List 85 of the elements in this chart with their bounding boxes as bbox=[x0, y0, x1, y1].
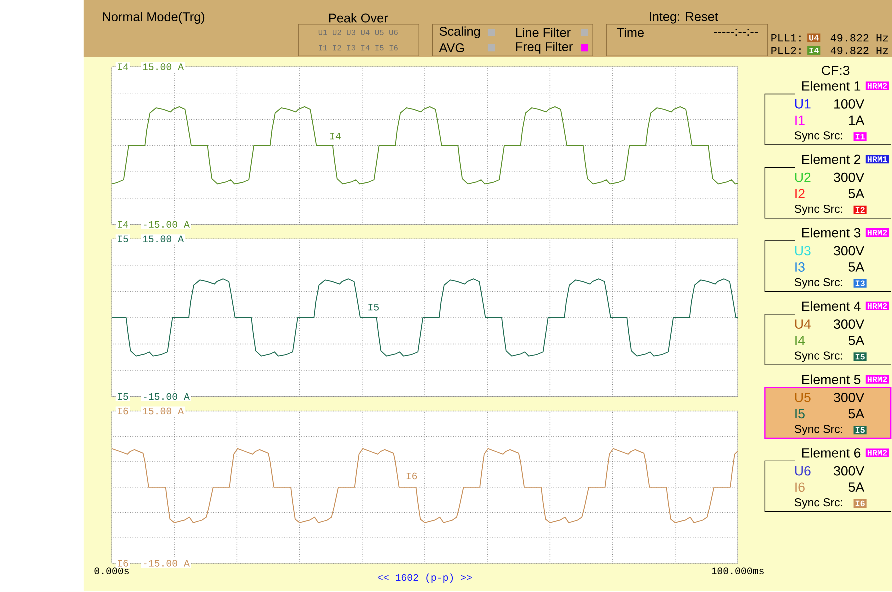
text: I3 bbox=[856, 280, 865, 287]
text: Normal Mode(Trg) bbox=[103, 12, 205, 24]
text: CF:3 bbox=[822, 66, 850, 76]
text: << 1602 (p-p) >> bbox=[378, 574, 472, 584]
series-label: I4 bbox=[330, 133, 341, 140]
text: Sync Src: bbox=[794, 498, 842, 510]
text: 5A bbox=[848, 336, 865, 346]
text: 5A bbox=[848, 482, 865, 492]
text: U6 bbox=[795, 466, 811, 476]
text: HRM2 bbox=[868, 230, 888, 236]
text: HRM1 bbox=[868, 156, 888, 162]
text: AVG bbox=[439, 44, 464, 53]
text: Sync Src: bbox=[794, 352, 842, 362]
x-tick-label: 100.000ms bbox=[712, 568, 764, 575]
text: I2 bbox=[796, 189, 805, 199]
text: I4 bbox=[810, 48, 819, 54]
y-tick-label: -15.00 A bbox=[144, 560, 190, 568]
text: Element 1 bbox=[802, 81, 861, 92]
text: 5A bbox=[848, 189, 865, 199]
text: 300V bbox=[834, 246, 865, 256]
text: 300V bbox=[834, 320, 865, 330]
text: 300V bbox=[834, 173, 865, 182]
annotation: I5 bbox=[118, 236, 128, 243]
text: 300V bbox=[834, 466, 865, 476]
text: PLL1: bbox=[772, 34, 801, 42]
text: -----:--:-- bbox=[714, 29, 758, 36]
text: I6 bbox=[796, 482, 805, 492]
annotation: I4 bbox=[118, 222, 128, 228]
text: Element 6 bbox=[802, 448, 861, 458]
annotation: I6 bbox=[118, 560, 128, 568]
text: Element 3 bbox=[802, 228, 861, 238]
text: U4 bbox=[795, 320, 811, 330]
text: Sync Src: bbox=[794, 205, 842, 216]
text: U4 bbox=[810, 35, 819, 42]
text: HRM2 bbox=[868, 450, 888, 456]
line-series bbox=[112, 278, 738, 357]
line-series bbox=[112, 448, 738, 524]
text: I3 bbox=[796, 262, 805, 272]
text: Element 2 bbox=[802, 154, 861, 165]
text: Element 5 bbox=[802, 374, 861, 385]
text: Time bbox=[617, 28, 644, 38]
annotation: I4 bbox=[118, 64, 128, 70]
text: HRM2 bbox=[868, 304, 888, 310]
annotation: I5 bbox=[118, 394, 128, 400]
text: Sync Src: bbox=[794, 132, 842, 142]
text: Sync Src: bbox=[794, 278, 842, 289]
text: U2 bbox=[795, 173, 811, 182]
text: I5 bbox=[856, 428, 865, 434]
y-tick-label: 15.00 A bbox=[143, 236, 184, 243]
y-tick-label: 15.00 A bbox=[143, 64, 184, 71]
x-tick-label: 0.000s bbox=[94, 568, 129, 575]
y-tick-label: -15.00 A bbox=[144, 394, 190, 400]
text: I1 bbox=[796, 116, 805, 126]
text: 5A bbox=[848, 262, 865, 272]
series-label: I6 bbox=[406, 473, 418, 480]
text: Sync Src: bbox=[794, 425, 842, 436]
text: U1 bbox=[795, 100, 811, 110]
text: PLL2: bbox=[772, 47, 801, 55]
series-label: I5 bbox=[368, 304, 379, 311]
text: Peak Over bbox=[329, 14, 388, 23]
text: Freq Filter bbox=[516, 42, 573, 54]
y-tick-label: 15.00 A bbox=[143, 408, 184, 415]
text: I4 bbox=[796, 336, 806, 346]
text: U5 bbox=[795, 393, 811, 403]
text: HRM2 bbox=[868, 83, 888, 90]
text: I6 bbox=[856, 501, 865, 507]
text: I2 bbox=[856, 208, 865, 214]
text: I5 bbox=[796, 410, 805, 419]
text: I5 bbox=[856, 354, 865, 360]
text: 100V bbox=[834, 100, 865, 110]
y-tick-label: -15.00 A bbox=[144, 222, 190, 228]
text: Integ: Reset bbox=[650, 12, 718, 24]
text: U3 bbox=[795, 246, 811, 256]
line-series bbox=[112, 106, 738, 185]
text: 49.822 Hz bbox=[830, 47, 888, 55]
text: I1 bbox=[856, 134, 866, 140]
text: HRM2 bbox=[868, 376, 888, 383]
text: 5A bbox=[848, 410, 865, 419]
text: 49.822 Hz bbox=[830, 34, 888, 42]
text: 300V bbox=[834, 393, 865, 403]
text: Line Filter bbox=[516, 28, 571, 38]
text: 1A bbox=[849, 116, 865, 126]
text: Element 4 bbox=[802, 302, 861, 312]
annotation: I6 bbox=[118, 408, 128, 415]
text: Scaling bbox=[440, 26, 480, 39]
